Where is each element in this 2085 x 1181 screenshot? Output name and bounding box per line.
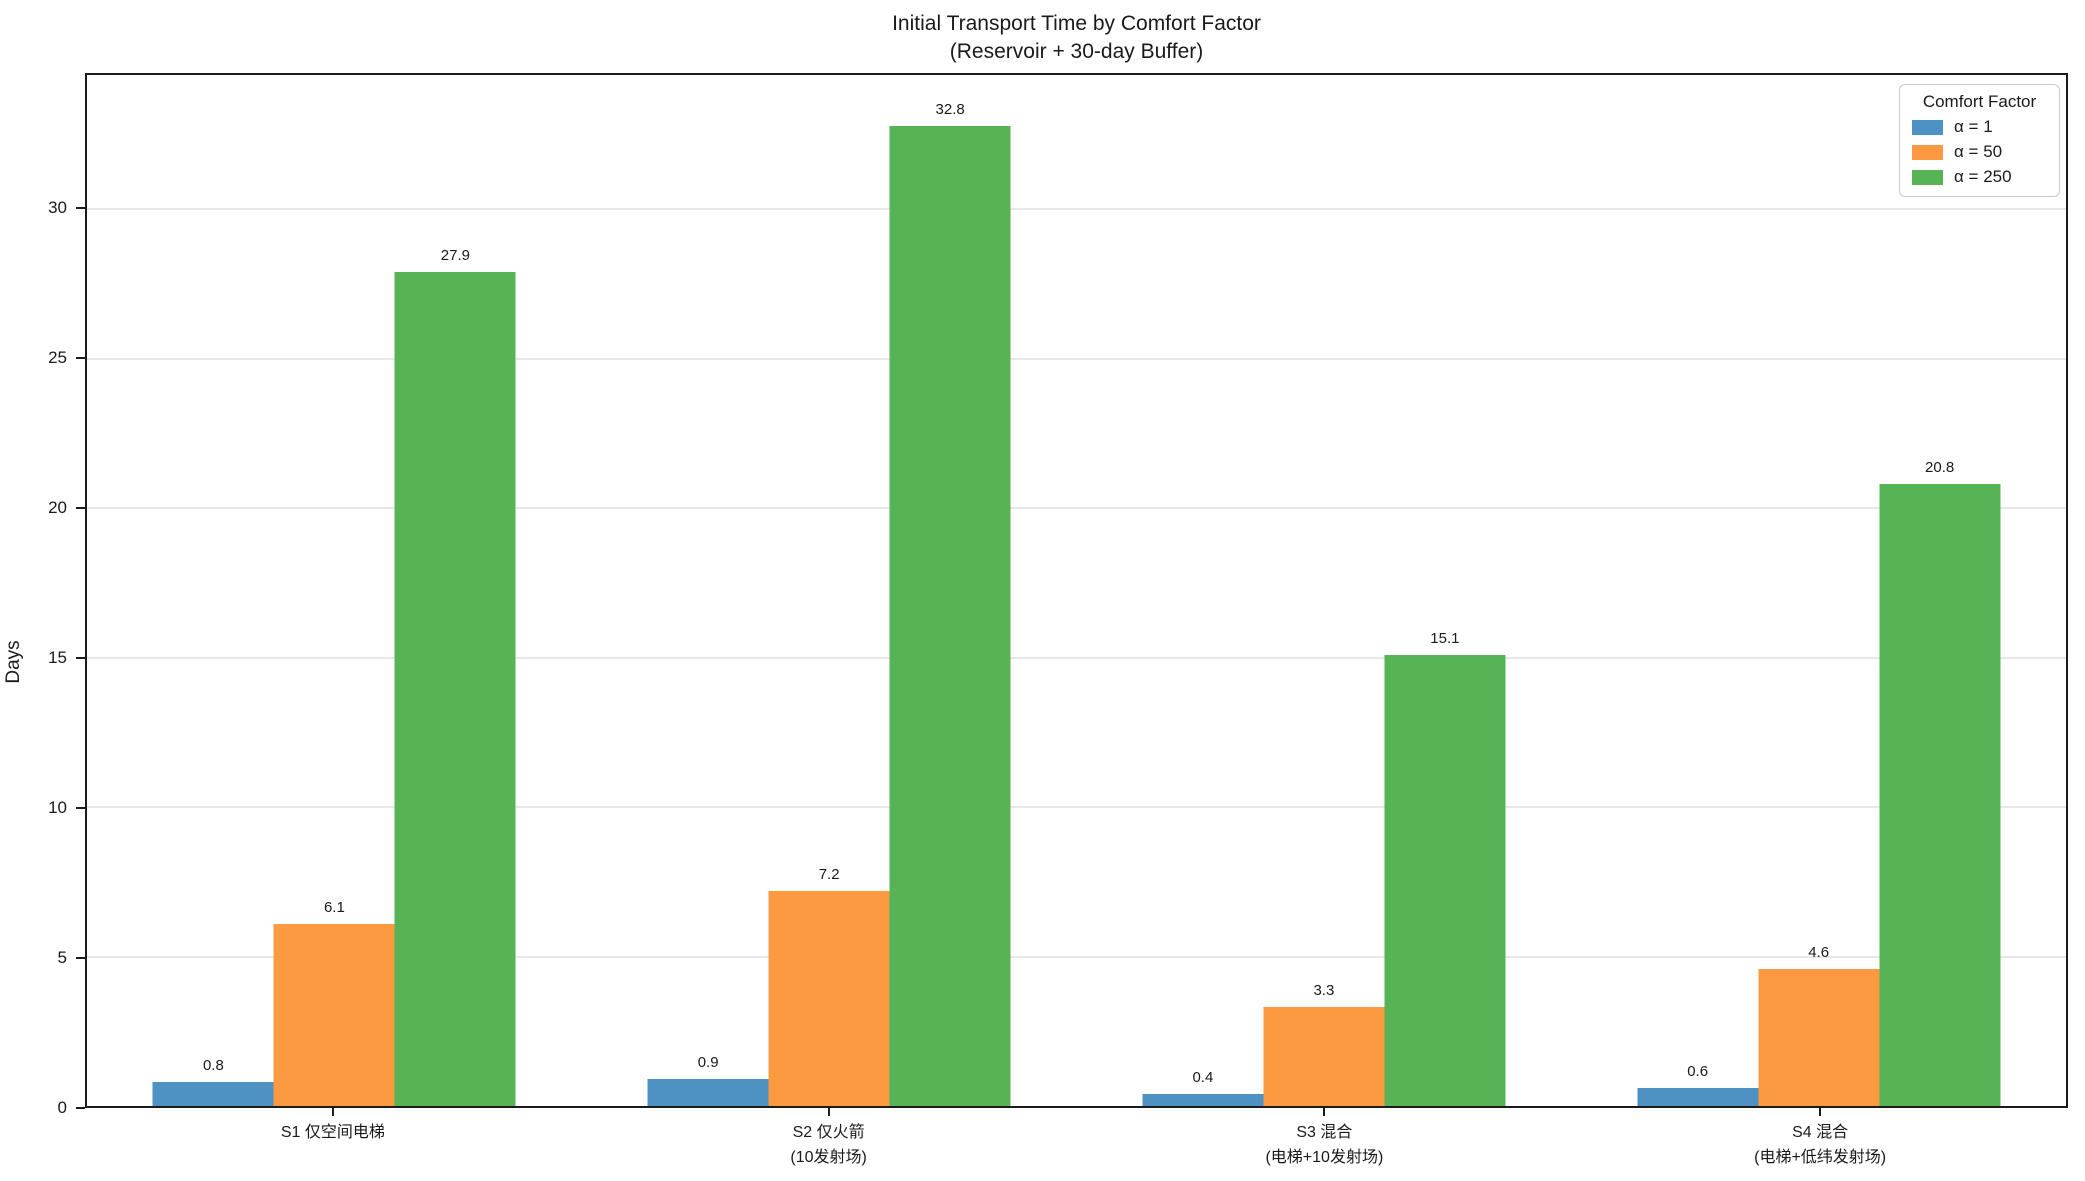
x-axis-category-label-line: (电梯+低纬发射场) <box>1754 1148 1887 1166</box>
x-axis-category-label-line: S4 混合 <box>1792 1124 1849 1141</box>
plot-area: Comfort Factor α = 1 α = 50 α = 250 0.8 6.1… <box>85 73 2068 1108</box>
gridline-y-30 <box>87 208 2066 211</box>
bar: 0.8 <box>152 1057 274 1106</box>
bar-value-label: 0.6 <box>1687 1063 1709 1081</box>
bar: 15.1 <box>1384 630 1506 1106</box>
bar-value-label: 0.9 <box>697 1054 719 1072</box>
gridline-y-5 <box>87 955 2066 958</box>
legend-item: α = 50 <box>1912 142 2047 162</box>
legend-item-label: α = 1 <box>1954 117 1993 136</box>
y-axis-tick-mark <box>76 807 85 809</box>
bar: 0.6 <box>1637 1063 1759 1106</box>
bar-value-label: 3.3 <box>1313 982 1335 1000</box>
chart-title-line2: (Reservoir + 30-day Buffer) <box>949 40 1204 64</box>
bar-value-label: 15.1 <box>1430 629 1460 647</box>
gridline-y-20 <box>87 507 2066 510</box>
legend-item: α = 250 <box>1912 167 2047 187</box>
legend-title: Comfort Factor <box>1922 92 2037 111</box>
y-axis: Days 0 5 10 15 20 25 30 <box>0 73 85 1117</box>
x-axis-category-label: S3 混合 (电梯+10发射场) <box>1265 1121 1383 1171</box>
bar: 3.3 <box>1263 982 1385 1106</box>
gridline-y-25 <box>87 357 2066 360</box>
legend-color-swatch <box>1912 169 1943 185</box>
x-axis: S1 仅空间电梯 S2 仅火箭 (10发射场) S3 混合 (电梯+10发射场) S4 混… <box>85 1108 2068 1178</box>
legend-color-swatch <box>1912 119 1943 135</box>
x-axis-tick-mark <box>1323 1108 1326 1116</box>
bar: 4.6 <box>1758 944 1880 1106</box>
legend-color-swatch <box>1912 144 1943 160</box>
bar-value-label: 20.8 <box>1925 459 1955 477</box>
x-axis-category-label-line: S3 混合 <box>1296 1124 1353 1141</box>
y-axis-tick-label: 5 <box>57 948 67 967</box>
y-axis-tick-label: 30 <box>48 198 67 217</box>
y-axis-tick-mark <box>76 207 85 209</box>
x-axis-tick-mark <box>827 1108 830 1116</box>
chart-title: Initial Transport Time by Comfort Factor… <box>85 10 2068 67</box>
bar: 0.9 <box>647 1054 769 1106</box>
bar-group-1: 0.8 6.1 27.9 <box>152 75 516 1106</box>
y-axis-tick-mark <box>76 507 85 509</box>
bar-value-label: 27.9 <box>440 247 470 265</box>
gridline-y-10 <box>87 806 2066 809</box>
bar-group-2: 0.9 7.2 32.8 <box>647 75 1011 1106</box>
bar: 20.8 <box>1879 459 2001 1106</box>
bar: 6.1 <box>273 899 395 1106</box>
gridline-y-15 <box>87 656 2066 659</box>
y-axis-tick-label: 20 <box>48 498 67 517</box>
bar: 32.8 <box>889 101 1011 1106</box>
y-axis-title: Days <box>3 640 24 684</box>
legend-item-label: α = 50 <box>1954 142 2003 161</box>
y-axis-tick-mark <box>76 957 85 959</box>
bar-value-label: 0.8 <box>202 1057 224 1075</box>
y-axis-tick-label: 10 <box>48 798 67 817</box>
y-axis-tick-mark <box>76 357 85 359</box>
bar-value-label: 6.1 <box>323 898 345 916</box>
x-axis-category-label-line: S2 仅火箭 <box>792 1124 865 1141</box>
bar-value-label: 4.6 <box>1808 943 1830 961</box>
bar-value-label: 0.4 <box>1192 1069 1214 1087</box>
x-axis-category-label-line: (10发射场) <box>790 1148 867 1166</box>
y-axis-tick-mark <box>76 657 85 659</box>
x-axis-category-label: S2 仅火箭 (10发射场) <box>790 1121 866 1171</box>
x-axis-category-label: S4 混合 (电梯+低纬发射场) <box>1754 1121 1886 1171</box>
y-axis-tick-label: 0 <box>57 1098 67 1117</box>
bar-value-label: 7.2 <box>818 865 840 883</box>
bar-group-3: 0.4 3.3 15.1 <box>1142 75 1506 1106</box>
bar-group-4: 0.6 4.6 20.8 <box>1637 75 2001 1106</box>
x-axis-tick-mark <box>331 1108 334 1116</box>
x-axis-category-label: S1 仅空间电梯 <box>281 1121 385 1146</box>
legend-item-label: α = 250 <box>1954 167 2012 186</box>
legend: Comfort Factor α = 1 α = 50 α = 250 <box>1899 84 2060 197</box>
legend-item: α = 1 <box>1912 117 2047 137</box>
x-axis-category-label-line: (电梯+10发射场) <box>1265 1148 1384 1166</box>
x-axis-category-label-line: S1 仅空间电梯 <box>280 1124 385 1141</box>
bar: 27.9 <box>394 247 516 1106</box>
y-axis-tick-label: 15 <box>48 648 67 667</box>
bar-value-label: 32.8 <box>935 100 965 118</box>
bar: 7.2 <box>768 866 890 1106</box>
x-axis-tick-mark <box>1819 1108 1822 1116</box>
y-axis-tick-mark <box>76 1107 85 1109</box>
chart-title-line1: Initial Transport Time by Comfort Factor <box>892 12 1261 35</box>
y-axis-tick-label: 25 <box>48 348 67 367</box>
bar: 0.4 <box>1142 1069 1264 1106</box>
